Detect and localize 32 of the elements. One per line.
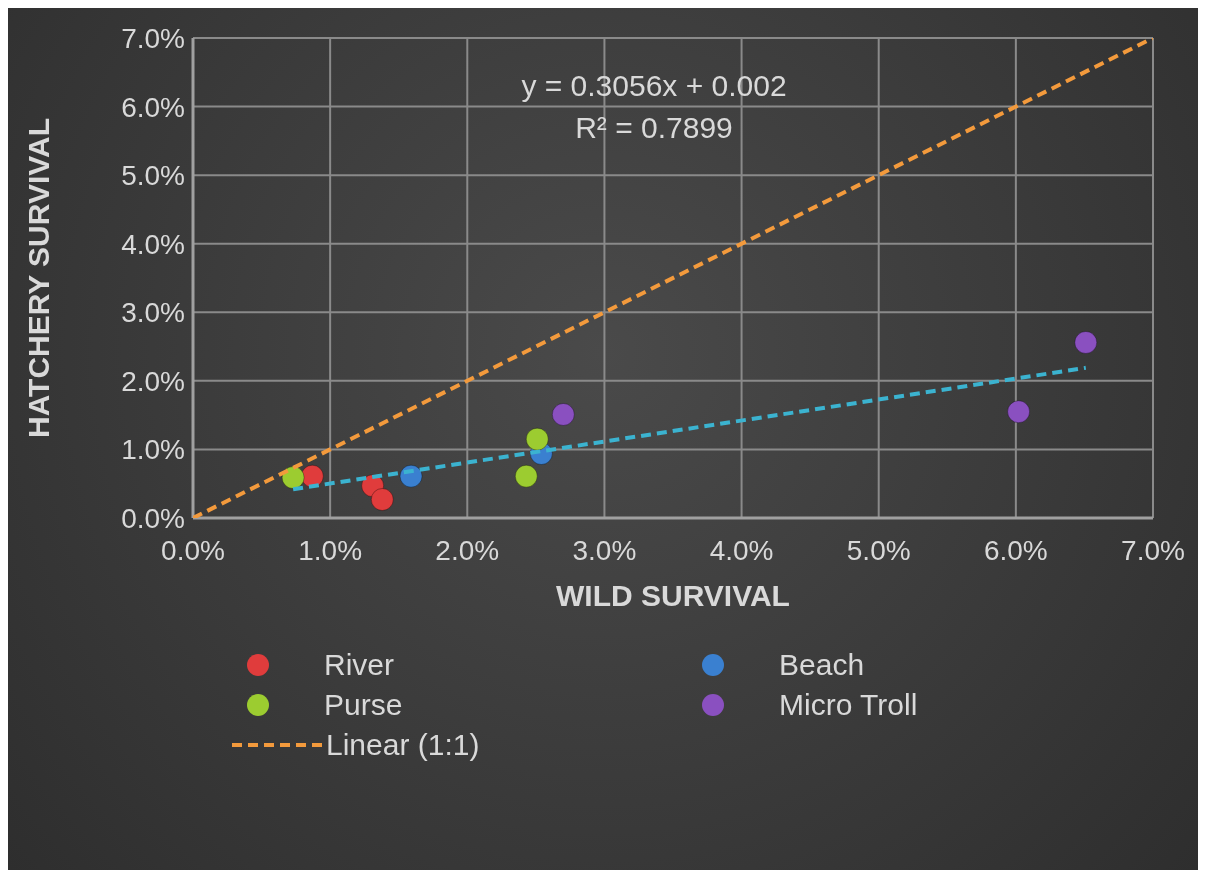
point	[1007, 400, 1031, 424]
point	[281, 466, 305, 490]
y-tick-label: 1.0%	[121, 434, 185, 466]
x-tick-label: 1.0%	[298, 534, 363, 566]
x-tick-label: 2.0%	[435, 534, 500, 566]
annotation: y = 0.3056x + 0.002	[521, 69, 787, 102]
x-tick-label: 4.0%	[709, 534, 774, 566]
legend-label: Linear (1:1)	[326, 728, 480, 762]
y-tick-label: 3.0%	[121, 297, 185, 329]
legend-label: Beach	[779, 648, 865, 682]
x-tick-label: 3.0%	[572, 534, 637, 566]
x-tick-label: 6.0%	[983, 534, 1048, 566]
point	[514, 464, 538, 488]
y-tick-label: 5.0%	[121, 160, 185, 192]
annotation: R² = 0.7899	[575, 111, 733, 144]
point	[525, 427, 549, 451]
point	[551, 402, 575, 426]
point	[1074, 330, 1098, 354]
x-tick-label: 5.0%	[846, 534, 911, 566]
y-tick-label: 6.0%	[121, 91, 185, 123]
y-tick-label: 7.0%	[121, 22, 185, 54]
y-tick-label: 0.0%	[121, 502, 185, 534]
y-tick-label: 2.0%	[121, 365, 185, 397]
x-axis-title: WILD SURVIVAL	[556, 579, 790, 612]
legend-label: Purse	[324, 688, 403, 722]
legend-label: River	[324, 648, 395, 682]
legend-label: Micro Troll	[779, 688, 918, 722]
point	[370, 487, 394, 511]
x-tick-label: 0.0%	[161, 534, 225, 566]
y-axis-title: HATCHERY SURVIVAL	[21, 117, 55, 439]
x-tick-label: 7.0%	[1121, 534, 1185, 566]
y-tick-label: 4.0%	[121, 228, 185, 260]
